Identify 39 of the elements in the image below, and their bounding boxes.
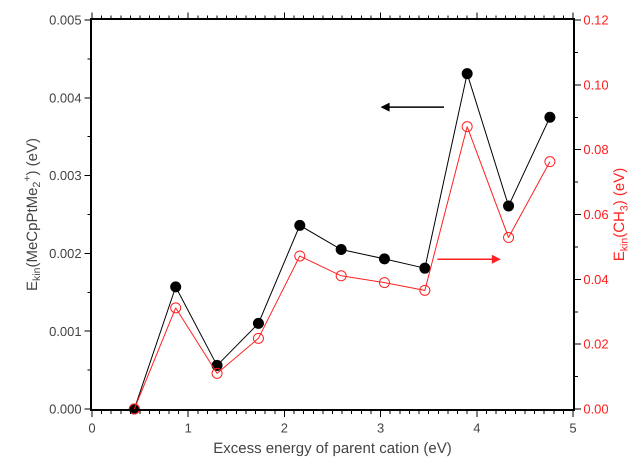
point <box>378 277 390 288</box>
y2-tick-label: 0.12 <box>583 12 609 28</box>
point <box>252 332 264 344</box>
y-tick-label: 0.001 <box>49 324 82 339</box>
y2-tick-label: 0.02 <box>583 336 609 352</box>
point <box>503 200 514 212</box>
y-tick-label: 0.004 <box>49 90 82 106</box>
y-tick-label: 0.000 <box>49 402 82 417</box>
y-tick-label: 0.003 <box>49 168 82 184</box>
point <box>212 368 223 379</box>
point <box>544 156 556 168</box>
point <box>252 318 264 329</box>
x-tick-label: 5 <box>569 420 577 436</box>
point <box>294 220 306 231</box>
point <box>419 284 430 296</box>
point <box>462 121 473 132</box>
y2-tick-label: 0.10 <box>583 77 609 92</box>
point <box>294 250 306 262</box>
point <box>170 281 182 292</box>
point <box>419 262 430 274</box>
point <box>503 232 514 244</box>
point <box>336 270 347 282</box>
point <box>336 244 347 256</box>
y2-tick-label: 0.00 <box>583 402 609 417</box>
x-tick-label: 1 <box>184 420 192 436</box>
y2-tick-label: 0.04 <box>583 272 609 287</box>
point <box>462 68 473 80</box>
x-axis-title: Excess energy of parent cation (eV) <box>213 440 452 457</box>
x-tick-label: 4 <box>473 420 480 436</box>
point <box>378 253 390 264</box>
y2-tick-label: 0.08 <box>583 142 609 158</box>
x-tick-label: 3 <box>376 420 384 436</box>
y2-tick-label: 0.06 <box>583 207 609 222</box>
y-tick-label: 0.005 <box>49 12 82 28</box>
point <box>170 302 182 314</box>
x-tick-label: 2 <box>280 420 288 436</box>
y-tick-label: 0.002 <box>49 246 82 261</box>
x-tick-label: 0 <box>88 420 96 436</box>
point <box>544 112 556 123</box>
